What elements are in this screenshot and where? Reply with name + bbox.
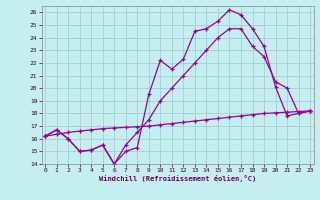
X-axis label: Windchill (Refroidissement éolien,°C): Windchill (Refroidissement éolien,°C)	[99, 175, 256, 182]
